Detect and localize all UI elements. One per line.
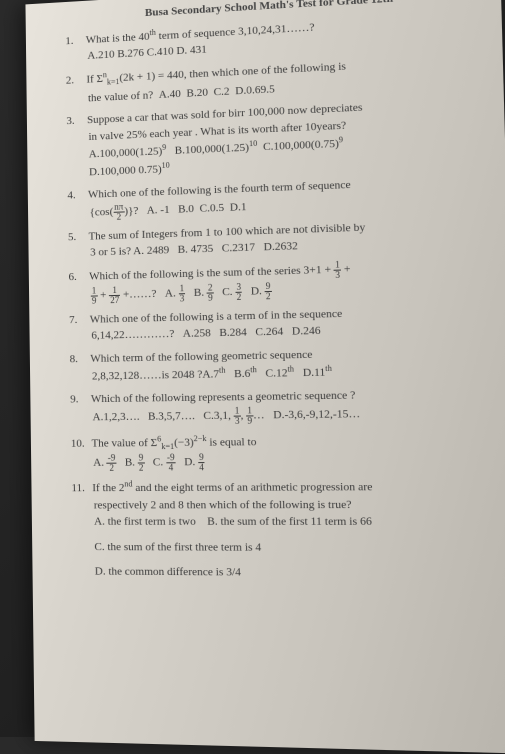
test-paper: Class 12 C Busa Secondary School Math's …: [25, 0, 505, 754]
q-num: 7.: [69, 312, 87, 329]
question-7: 7. Which one of the following is a term …: [69, 302, 488, 345]
q-text-cont: respectively 2 and 8 then which of the f…: [72, 496, 494, 514]
q-num: 3.: [66, 112, 84, 129]
question-3: 3. Suppose a car that was sold for birr …: [66, 94, 484, 182]
question-10: 10. The value of Σ6k=1(−3)2−k is equal t…: [71, 429, 492, 472]
q-num: 8.: [70, 351, 88, 368]
q-num: 6.: [68, 269, 86, 286]
q-num: 5.: [68, 229, 86, 246]
q-opt-a: A. the first term is two B. the sum of t…: [72, 514, 494, 532]
q-text: If the 2nd and the eight terms of an ari…: [92, 481, 372, 494]
q-opt-c: C. the sum of the first three term is 4: [72, 539, 494, 558]
question-5: 5. The sum of Integers from 1 to 100 whi…: [68, 215, 486, 262]
q-text: Which of the following is the sum of the…: [89, 263, 351, 283]
q-text: Which of the following represents a geom…: [91, 390, 356, 406]
q-num: 1.: [65, 32, 83, 49]
question-8: 8. Which term of the following geometric…: [70, 343, 490, 386]
q-num: 11.: [71, 481, 89, 498]
q-opt-d: D. the common difference is 3/4: [72, 564, 494, 584]
question-6: 6. Which of the following is the sum of …: [68, 256, 487, 306]
q-options: A. -92 B. 92 C. -94 D. 94: [71, 450, 492, 472]
q-text: Which term of the following geometric se…: [90, 348, 312, 364]
q-num: 9.: [70, 392, 88, 409]
q-text: The value of Σ6k=1(−3)2−k is equal to: [91, 436, 256, 450]
q-num: 4.: [67, 187, 85, 204]
question-4: 4. Which one of the following is the fou…: [67, 172, 485, 223]
question-11: 11. If the 2nd and the eight terms of an…: [71, 477, 495, 584]
q-options: A.1,2,3…. B.3,5,7…. C.3,1, 13, 19… D.-3,…: [70, 403, 490, 428]
question-9: 9. Which of the following represents a g…: [70, 386, 491, 428]
q-num: 2.: [66, 72, 84, 89]
q-num: 10.: [71, 435, 89, 452]
